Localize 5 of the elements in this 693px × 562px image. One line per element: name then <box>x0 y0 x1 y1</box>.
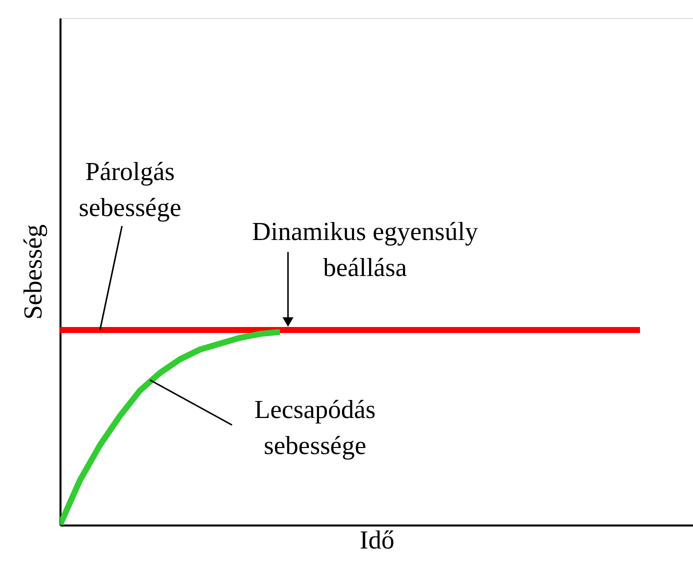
text: Párolgás sebessége <box>78 157 182 222</box>
text: Dinamikus egyensúly beállása <box>252 217 478 282</box>
y-axis-title: Sebesség <box>18 224 48 320</box>
x-axis-title: Idő <box>360 526 394 554</box>
annotation: Lecsapódás sebessége <box>254 395 376 460</box>
